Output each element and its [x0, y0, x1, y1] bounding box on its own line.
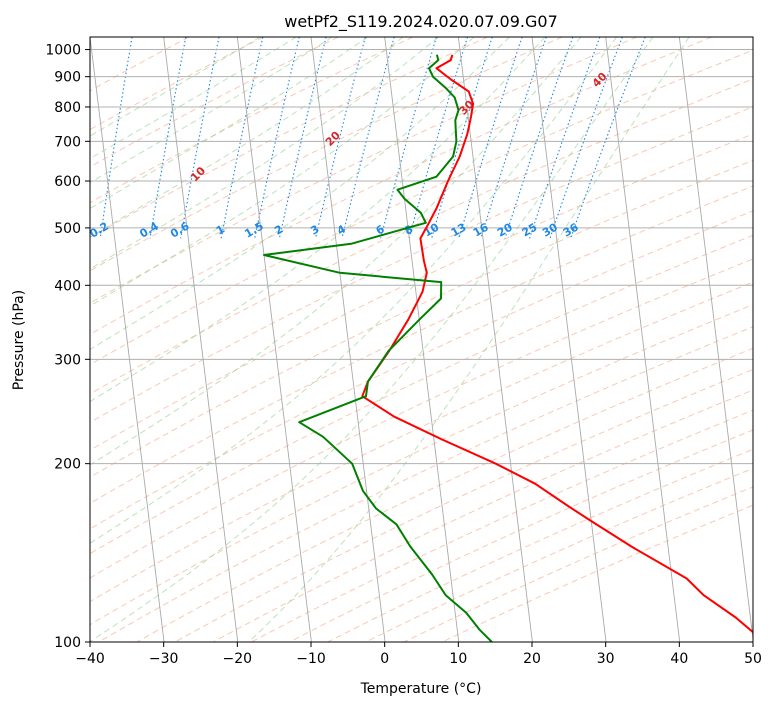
y-tick-label: 200 [54, 457, 81, 473]
dry-adiabat-line [174, 368, 753, 642]
mixing-ratio-line [99, 37, 133, 239]
dry-adiabat-line [90, 37, 264, 131]
dry-adiabat-line [90, 37, 563, 272]
x-tick-label: −30 [149, 651, 179, 667]
profile-series [263, 54, 753, 642]
x-axis-title: Temperature (°C) [360, 681, 482, 697]
y-tick-label: 100 [54, 635, 81, 651]
moist-adiabat-line [90, 37, 510, 351]
y-tick-label: 600 [54, 174, 81, 190]
dry-adiabat-line [90, 234, 753, 555]
isotherm-line [163, 37, 239, 642]
y-tick-label: 800 [54, 100, 81, 116]
plot-frame [89, 36, 754, 643]
dry-adiabat-line [90, 210, 753, 530]
chart-title: wetPf2_S119.2024.020.07.09.G07 [284, 12, 558, 32]
mixing-ratio-line [254, 37, 300, 239]
dry-adiabat-line [90, 281, 753, 603]
y-tick-label: 500 [54, 221, 81, 237]
x-tick-label: 30 [597, 651, 615, 667]
y-axis-ticks: 1000 900 800 700 600 500 400 300 200 100 [45, 43, 90, 651]
mixing-ratio-line [431, 37, 493, 239]
moist-adiabat-line [248, 37, 690, 642]
isotherm-line [90, 37, 165, 642]
x-tick-label: 40 [670, 651, 688, 667]
y-tick-label: 700 [54, 134, 81, 150]
x-tick-label: 20 [523, 651, 541, 667]
moist-adiabat-line [90, 37, 297, 160]
temperature-profile-line [361, 54, 753, 634]
mixing-ratio-line [220, 37, 264, 239]
mixing-ratio-line [314, 37, 366, 239]
isotherm-line [457, 37, 533, 642]
dry-adiabat-line [136, 347, 753, 642]
moist-adiabat-line [90, 37, 654, 642]
moist-adiabat-line [90, 37, 368, 210]
x-tick-label: −10 [296, 651, 326, 667]
dry-adiabat-line [90, 37, 339, 168]
mixing-ratio-line [549, 37, 623, 239]
isotherm-line [236, 37, 312, 642]
isotherm-line [384, 37, 460, 642]
x-axis-ticks: −40 −30 −20 −10 0 10 20 30 40 50 [75, 642, 762, 667]
x-tick-label: 50 [744, 651, 762, 667]
mixing-ratio-line [380, 37, 437, 239]
dry-adiabat-line [90, 133, 753, 451]
isotherm-line [605, 37, 681, 642]
dry-adiabat-line [90, 78, 753, 395]
x-tick-label: −40 [75, 651, 105, 667]
dry-adiabat-line [90, 37, 712, 335]
moist-adiabat-line [90, 37, 261, 137]
y-tick-label: 400 [54, 278, 81, 294]
background-lines [90, 37, 753, 642]
dry-adiabat-line [90, 304, 753, 626]
y-axis-title: Pressure (hPa) [11, 290, 27, 390]
dewpoint-profile-line [263, 54, 493, 642]
x-tick-label: −20 [223, 651, 253, 667]
mixing-ratio-line [149, 37, 187, 239]
moist-adiabat-line [90, 37, 404, 238]
dry-adiabat-line [90, 49, 753, 366]
dry-adiabat-line [90, 37, 488, 238]
x-tick-label: 0 [380, 651, 389, 667]
mixing-ratio-line [529, 37, 601, 239]
y-tick-label: 1000 [45, 43, 81, 59]
mixing-ratio-line [180, 37, 220, 239]
isotherm-line [310, 37, 386, 642]
y-tick-label: 900 [54, 70, 81, 86]
isotherm-line [531, 37, 607, 642]
isotherm-line [678, 37, 753, 642]
dry-adiabat-line [90, 159, 753, 478]
mixing-ratio-line [408, 37, 469, 239]
mixing-ratio-line [278, 37, 327, 239]
y-tick-label: 300 [54, 352, 81, 368]
x-tick-label: 10 [449, 651, 467, 667]
dry-adiabat-line [90, 106, 753, 424]
dry-adiabat-line [90, 37, 638, 304]
moist-adiabat-line [90, 37, 475, 307]
moist-adiabat-line [90, 37, 582, 466]
